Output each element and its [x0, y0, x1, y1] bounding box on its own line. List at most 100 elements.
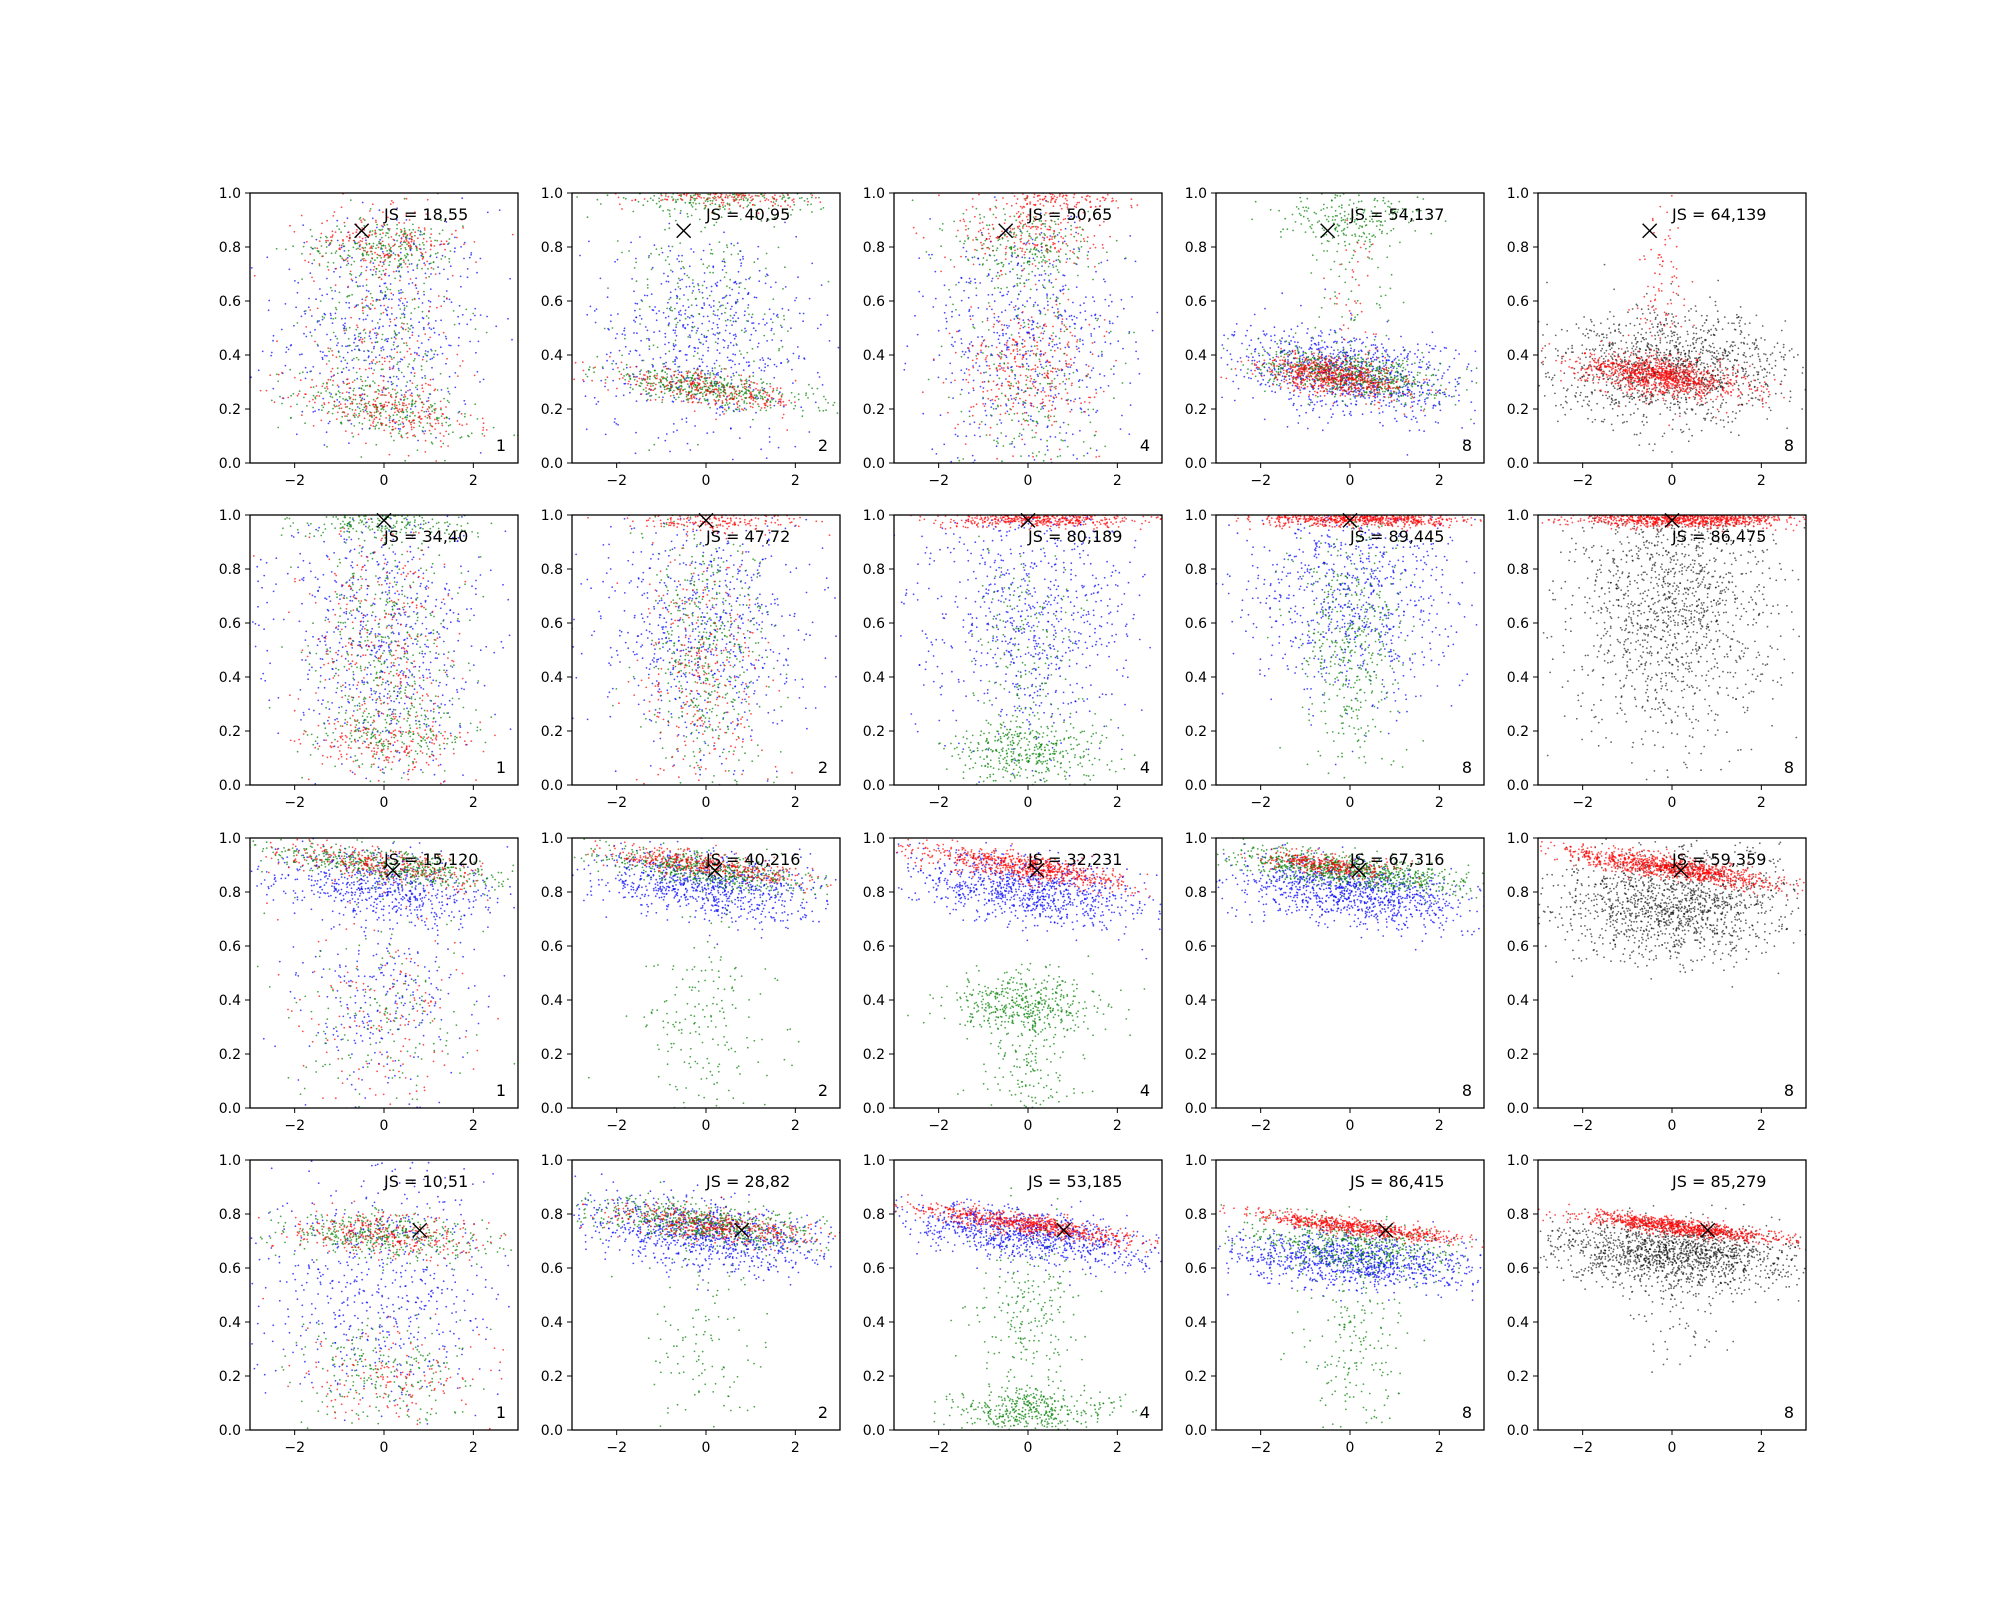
point: [348, 391, 350, 394]
point: [335, 308, 338, 311]
point: [374, 233, 376, 235]
y-tick-label: 0.8: [219, 240, 241, 256]
point: [356, 326, 359, 329]
point: [1059, 204, 1062, 207]
point: [672, 380, 675, 383]
point: [1070, 384, 1073, 387]
point: [715, 359, 718, 362]
point: [738, 410, 741, 413]
point: [799, 208, 802, 211]
point: [386, 232, 389, 235]
point: [259, 389, 262, 392]
point: [708, 377, 711, 379]
point: [330, 314, 332, 317]
point: [1045, 374, 1048, 377]
point: [368, 335, 371, 337]
cluster-blue: [903, 193, 1159, 463]
point: [1000, 261, 1003, 264]
point: [1037, 304, 1039, 307]
point: [818, 196, 820, 199]
point: [1017, 380, 1020, 383]
point: [1025, 215, 1028, 218]
point: [674, 363, 676, 366]
point: [949, 259, 952, 261]
point: [999, 362, 1001, 365]
point: [816, 371, 819, 374]
point: [375, 356, 377, 359]
point: [654, 369, 656, 372]
point: [330, 317, 332, 320]
point: [384, 387, 387, 390]
point: [679, 279, 681, 282]
point: [745, 386, 748, 388]
point: [1016, 342, 1019, 345]
point: [721, 404, 723, 407]
point: [289, 405, 292, 408]
point: [375, 408, 378, 410]
point: [1044, 260, 1046, 262]
point: [458, 304, 461, 307]
point: [371, 273, 374, 276]
point: [639, 370, 641, 373]
point: [330, 252, 333, 255]
point: [387, 380, 389, 383]
point: [918, 290, 921, 293]
point: [689, 449, 692, 451]
point: [724, 189, 726, 191]
point: [1005, 324, 1008, 327]
point: [820, 284, 823, 286]
point: [689, 336, 692, 339]
point: [1099, 373, 1101, 376]
point: [816, 387, 819, 390]
point: [1094, 246, 1097, 249]
point: [1038, 274, 1041, 276]
point: [945, 317, 947, 320]
point: [410, 312, 413, 314]
point: [980, 345, 983, 347]
point: [390, 200, 393, 202]
point: [301, 278, 303, 280]
point: [628, 353, 630, 355]
point: [661, 401, 664, 404]
point: [362, 218, 365, 220]
point: [401, 291, 404, 294]
point: [464, 403, 467, 405]
point: [753, 204, 756, 207]
point: [811, 262, 814, 265]
point: [722, 304, 724, 307]
point: [1065, 365, 1068, 368]
point: [784, 189, 786, 191]
point: [1051, 238, 1053, 241]
point: [355, 276, 357, 279]
point: [956, 435, 959, 438]
point: [1021, 438, 1024, 441]
point: [1086, 240, 1089, 243]
point: [951, 315, 953, 318]
point: [1017, 420, 1020, 423]
point: [1005, 251, 1007, 254]
point: [752, 203, 754, 206]
point: [1045, 212, 1047, 214]
point: [409, 408, 412, 410]
point: [549, 434, 551, 436]
point: [965, 435, 968, 438]
point: [285, 351, 287, 353]
point: [421, 358, 424, 361]
point: [777, 446, 780, 449]
point: [436, 353, 439, 356]
point: [702, 343, 705, 346]
point: [684, 327, 686, 329]
point: [441, 424, 444, 427]
point: [690, 379, 693, 381]
point: [305, 326, 308, 328]
point: [693, 285, 695, 288]
point: [1005, 404, 1008, 407]
point: [616, 333, 618, 335]
point: [436, 389, 439, 391]
point: [1047, 377, 1050, 379]
point: [749, 402, 751, 404]
point: [674, 465, 676, 467]
point: [408, 219, 411, 221]
point: [725, 194, 728, 196]
x-tick-label: 0: [702, 473, 711, 489]
